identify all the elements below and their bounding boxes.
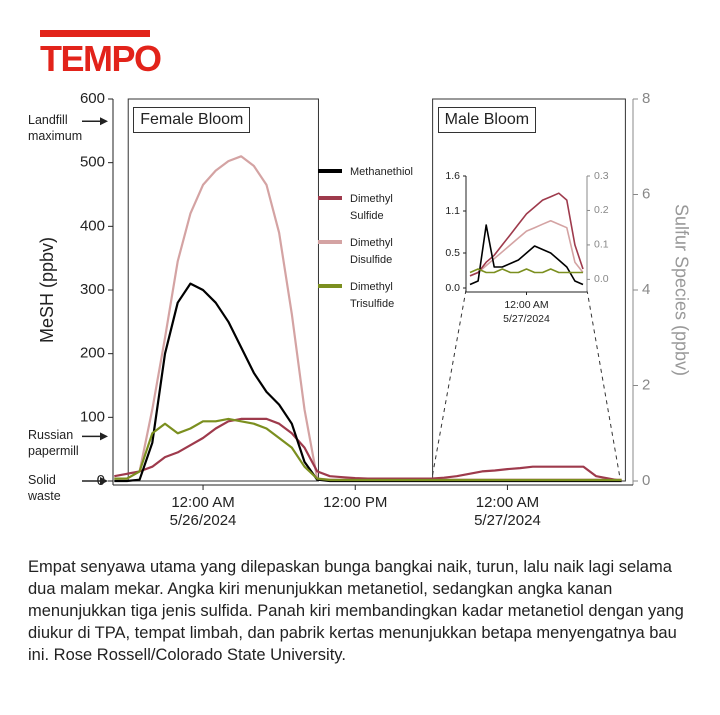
data-line xyxy=(114,417,622,483)
legend-entry: Dimethyl Disulfide xyxy=(318,235,430,269)
y-tick-label: 400 xyxy=(80,217,105,234)
legend-swatch xyxy=(318,169,342,173)
y2-tick-label: 6 xyxy=(642,185,650,202)
annotation-text: Landfill maximum xyxy=(28,113,83,144)
legend-swatch xyxy=(318,196,342,200)
y-tick-label: 1.1 xyxy=(445,205,460,217)
y2-tick-label: 8 xyxy=(642,90,650,107)
y2-tick-label: 0.3 xyxy=(594,170,609,182)
arrow-head xyxy=(100,432,108,441)
y2-tick-label: 0.0 xyxy=(594,273,609,285)
y-axis-label: MeSH (ppbv) xyxy=(37,237,57,343)
arrow-head xyxy=(100,117,108,126)
x-tick-label: 12:00 AM 5/27/2024 xyxy=(503,299,550,325)
data-line xyxy=(469,220,584,277)
legend-label: Methanethiol xyxy=(350,166,413,178)
legend-label: Dimethyl Sulfide xyxy=(350,193,393,222)
data-line xyxy=(114,417,622,482)
region-label: Female Bloom xyxy=(133,107,251,133)
legend-swatch xyxy=(318,240,342,244)
y2-tick-label: 0 xyxy=(642,472,650,489)
y-tick-label: 200 xyxy=(80,345,105,362)
legend-label: Dimethyl Trisulfide xyxy=(350,281,395,310)
legend-swatch xyxy=(318,284,342,288)
annotation-text: Russian papermill xyxy=(28,428,79,459)
y-tick-label: 0.0 xyxy=(445,282,460,294)
data-line xyxy=(469,224,584,286)
y2-tick-label: 4 xyxy=(642,281,650,298)
legend-entry: Methanethiol xyxy=(318,164,430,181)
y-tick-label: 1.6 xyxy=(445,170,460,182)
caption: Empat senyawa utama yang dilepaskan bung… xyxy=(28,558,684,664)
y2-tick-label: 2 xyxy=(642,376,650,393)
annotation-text: Solid waste xyxy=(28,473,61,503)
logo-bar xyxy=(40,30,150,37)
logo: TEMPO xyxy=(40,38,162,79)
y-tick-label: 100 xyxy=(80,408,105,425)
data-line xyxy=(469,192,584,277)
x-tick-label: 12:00 AM 5/27/2024 xyxy=(474,494,541,529)
zoom-line xyxy=(431,289,467,479)
y-tick-label: 500 xyxy=(80,154,105,171)
x-tick-label: 12:00 AM 5/26/2024 xyxy=(169,494,237,529)
bloom-region xyxy=(127,98,319,482)
zoom-line xyxy=(586,289,621,479)
arrow-head xyxy=(100,477,108,485)
y-tick-label: 0.5 xyxy=(445,247,460,259)
legend-entry: Dimethyl Trisulfide xyxy=(318,279,430,313)
legend-label: Dimethyl Disulfide xyxy=(350,237,393,266)
y-tick-label: 600 xyxy=(80,90,105,107)
y2-axis-label: Sulfur Species (ppbv) xyxy=(671,204,691,376)
y2-tick-label: 0.1 xyxy=(594,239,609,251)
y-tick-label: 300 xyxy=(80,281,105,298)
chart: 010020030040050060002468MeSH (ppbv)Sulfu… xyxy=(37,90,691,490)
region-label: Male Bloom xyxy=(437,107,537,133)
legend-entry: Dimethyl Sulfide xyxy=(318,191,430,225)
legend: Methanethiol Dimethyl Sulfide Dimethyl Dis… xyxy=(318,164,430,323)
y2-tick-label: 0.2 xyxy=(594,204,609,216)
x-tick-label: 12:00 PM xyxy=(323,494,388,511)
data-line xyxy=(469,268,583,274)
bloom-region xyxy=(432,98,626,482)
